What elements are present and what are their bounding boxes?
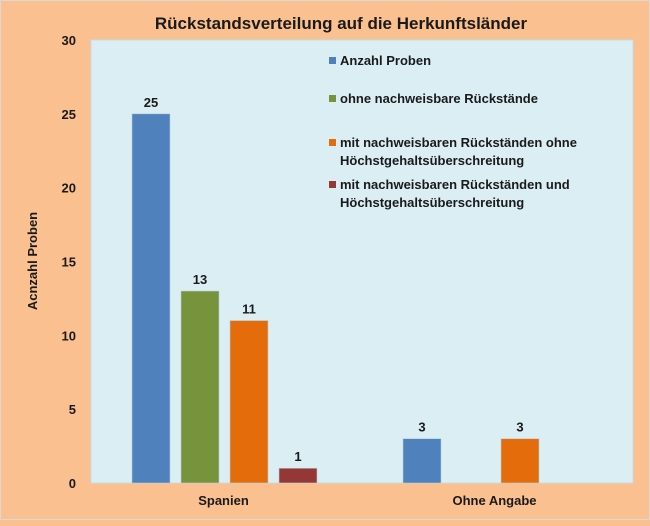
y-tick-label: 15: [62, 255, 76, 270]
data-label: 25: [144, 95, 158, 110]
bar: [180, 290, 220, 484]
x-tick-label: Spanien: [198, 493, 249, 508]
legend-item: Anzahl Proben: [329, 53, 431, 68]
data-label: 3: [418, 420, 425, 435]
legend-label: mit nachweisbaren Rückständen und: [340, 177, 570, 192]
y-tick-label: 5: [69, 402, 76, 417]
y-tick-label: 10: [62, 328, 76, 343]
legend-item: mit nachweisbaren Rückständen ohne Höchst…: [329, 135, 577, 168]
legend-label: Höchstgehaltsüberschreitung: [340, 153, 524, 168]
legend-swatch: [329, 95, 336, 102]
bar: [500, 438, 540, 484]
data-label: 1: [294, 449, 301, 464]
x-tick-label: Ohne Angabe: [452, 493, 536, 508]
y-tick-label: 25: [62, 107, 76, 122]
legend-item: ohne nachweisbare Rückstände: [329, 91, 538, 106]
legend-label: Anzahl Proben: [340, 53, 431, 68]
bar: [402, 438, 442, 484]
y-tick-label: 0: [69, 476, 76, 491]
legend-item: mit nachweisbaren Rückständen und Höchstg…: [329, 177, 570, 210]
data-label: 3: [516, 420, 523, 435]
legend-swatch: [329, 139, 336, 146]
legend-label: Höchstgehaltsüberschreitung: [340, 195, 524, 210]
legend-label: ohne nachweisbare Rückstände: [340, 91, 538, 106]
bar: [278, 467, 318, 484]
y-tick-label: 20: [62, 181, 76, 196]
y-tick-label: 30: [62, 33, 76, 48]
bar: [131, 113, 171, 484]
data-label: 11: [242, 302, 256, 317]
legend-swatch: [329, 57, 336, 64]
plot-area: [90, 39, 634, 484]
chart-title: Rückstandsverteilung auf die Herkunftslä…: [155, 14, 528, 33]
y-axis-label: Acnzahl Proben: [25, 212, 40, 310]
data-label: 13: [193, 272, 207, 287]
legend-swatch: [329, 181, 336, 188]
legend-label: mit nachweisbaren Rückständen ohne: [340, 135, 577, 150]
bar: [229, 320, 269, 484]
